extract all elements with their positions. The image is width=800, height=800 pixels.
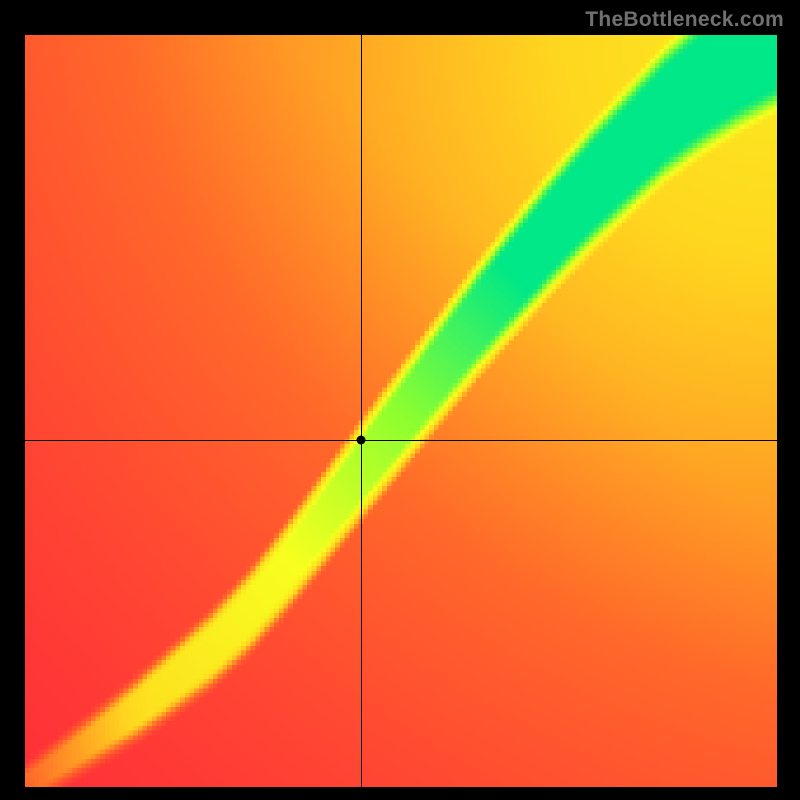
crosshair-horizontal (25, 440, 777, 441)
crosshair-point (357, 436, 366, 445)
heatmap-plot (25, 35, 777, 787)
watermark-text: TheBottleneck.com (585, 8, 784, 32)
heatmap-canvas (25, 35, 777, 787)
crosshair-vertical (361, 35, 362, 787)
chart-container: { "watermark": { "text": "TheBottleneck.… (0, 0, 800, 800)
